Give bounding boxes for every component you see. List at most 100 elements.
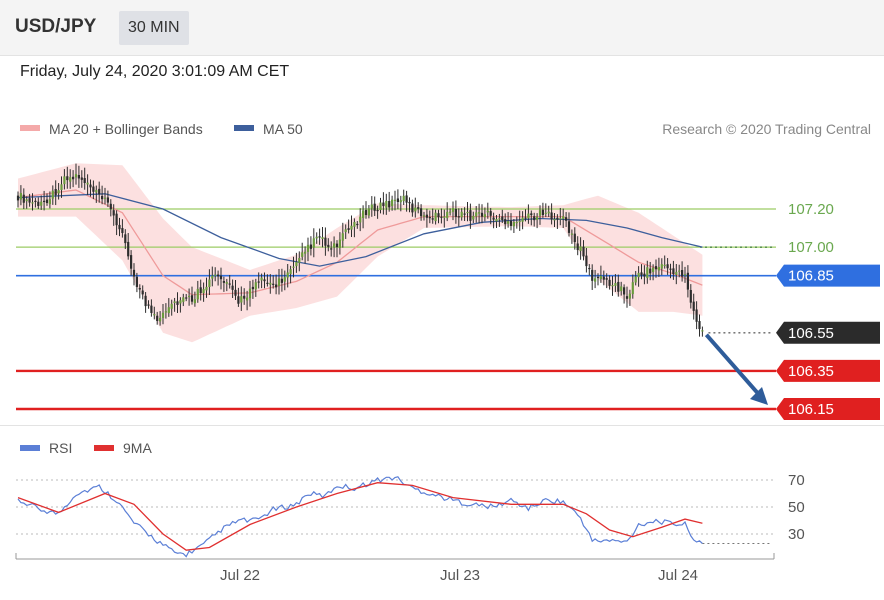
candle-body (98, 188, 101, 195)
candle-body (362, 210, 365, 219)
candle-body (231, 285, 234, 290)
candle-body (266, 282, 269, 284)
rsi-tick-label: 30 (788, 526, 805, 543)
price-tag-bg (776, 398, 880, 420)
timeframe-button[interactable]: 30 MIN (119, 11, 189, 45)
candle-body (425, 214, 428, 218)
candle-body (130, 255, 133, 269)
price-tag-106.85: 106.85 (776, 264, 880, 287)
candle-body (92, 186, 95, 192)
candle-body (173, 301, 176, 303)
candle-body (553, 219, 556, 221)
bollinger-band (18, 163, 703, 343)
candle-body (101, 196, 104, 200)
candle-body (652, 267, 655, 272)
candle-body (379, 202, 382, 211)
candle-body (512, 222, 515, 227)
candle-body (698, 321, 701, 330)
candle-body (315, 236, 318, 239)
candle-body (202, 289, 205, 294)
candle-body (646, 267, 649, 279)
candle-body (402, 195, 405, 202)
candle-body (460, 211, 463, 218)
candle-body (83, 178, 86, 183)
candle-body (106, 197, 109, 203)
candle-body (382, 202, 385, 207)
candle-body (451, 207, 455, 212)
candle-body (248, 288, 252, 299)
candle-body (599, 275, 602, 280)
candle-body (533, 216, 536, 221)
price-plot (16, 163, 776, 411)
ma50-label: MA 50 (263, 121, 303, 137)
candle-body (399, 200, 402, 203)
candle-body (225, 282, 228, 284)
candle-body (492, 217, 495, 220)
candle-body (420, 208, 423, 217)
price-tag-text: 106.85 (788, 268, 834, 285)
candle-body (257, 281, 260, 283)
candle-body (60, 184, 63, 191)
candle-body (657, 266, 660, 271)
candle-body (518, 220, 521, 223)
candle-body (164, 311, 167, 313)
candle-body (280, 278, 283, 283)
candle-body (86, 182, 89, 185)
candle-body (701, 330, 704, 332)
candle-body (66, 176, 69, 181)
candle-body (454, 209, 457, 217)
candle-body (367, 208, 370, 216)
candle-body (541, 209, 544, 216)
candle-body (161, 312, 165, 318)
candle-body (132, 269, 136, 277)
candle-body (234, 289, 237, 296)
price-tag-106.35: 106.35 (776, 359, 880, 382)
candle-body (385, 200, 388, 208)
candle-body (179, 300, 182, 304)
candle-body (640, 272, 643, 276)
price-levels: 107.20 107.00 106.85 106.55 106.35 106.15 (704, 201, 880, 420)
candle-body (283, 277, 286, 282)
candle-body (396, 198, 399, 202)
candle-body (135, 276, 138, 287)
candle-body (588, 267, 591, 270)
candle-body (199, 287, 202, 294)
timestamp: Friday, July 24, 2020 3:01:09 AM CET (20, 63, 290, 80)
price-tag-bg (776, 321, 880, 344)
candle-body (330, 248, 333, 250)
candle-body (483, 214, 486, 218)
candle-body (547, 211, 550, 214)
price-tag-text: 106.35 (788, 363, 834, 380)
candle-body (434, 212, 437, 222)
candle-body (376, 209, 379, 212)
rsi-plot: 70 50 30 Jul 22 Jul 23 Jul 24 (15, 472, 805, 584)
candle-body (550, 212, 553, 220)
rsi-ma-swatch (94, 445, 114, 451)
candle-body (472, 215, 475, 220)
candle-body (614, 282, 617, 286)
candle-body (608, 279, 611, 286)
candle-body (214, 274, 217, 276)
candle-body (109, 203, 112, 210)
candle-body (237, 296, 240, 304)
rsi-tick-label: 70 (788, 472, 805, 489)
candle-body (188, 295, 191, 298)
candle-body (538, 210, 542, 216)
candle-body (446, 211, 449, 219)
candle-body (666, 264, 669, 269)
ma20-swatch (20, 125, 40, 131)
candle-body (675, 271, 678, 275)
candle-body (486, 210, 489, 213)
candle-body (672, 268, 675, 275)
candle-body (521, 217, 524, 222)
candle-body (562, 216, 565, 219)
candle-body (437, 213, 440, 218)
candle-body (559, 218, 562, 220)
forecast-arrow (704, 333, 764, 400)
candle-body (51, 190, 54, 199)
candle-body (501, 216, 504, 220)
candle-body (617, 281, 620, 292)
candle-body (193, 299, 196, 304)
candle-body (347, 228, 350, 230)
